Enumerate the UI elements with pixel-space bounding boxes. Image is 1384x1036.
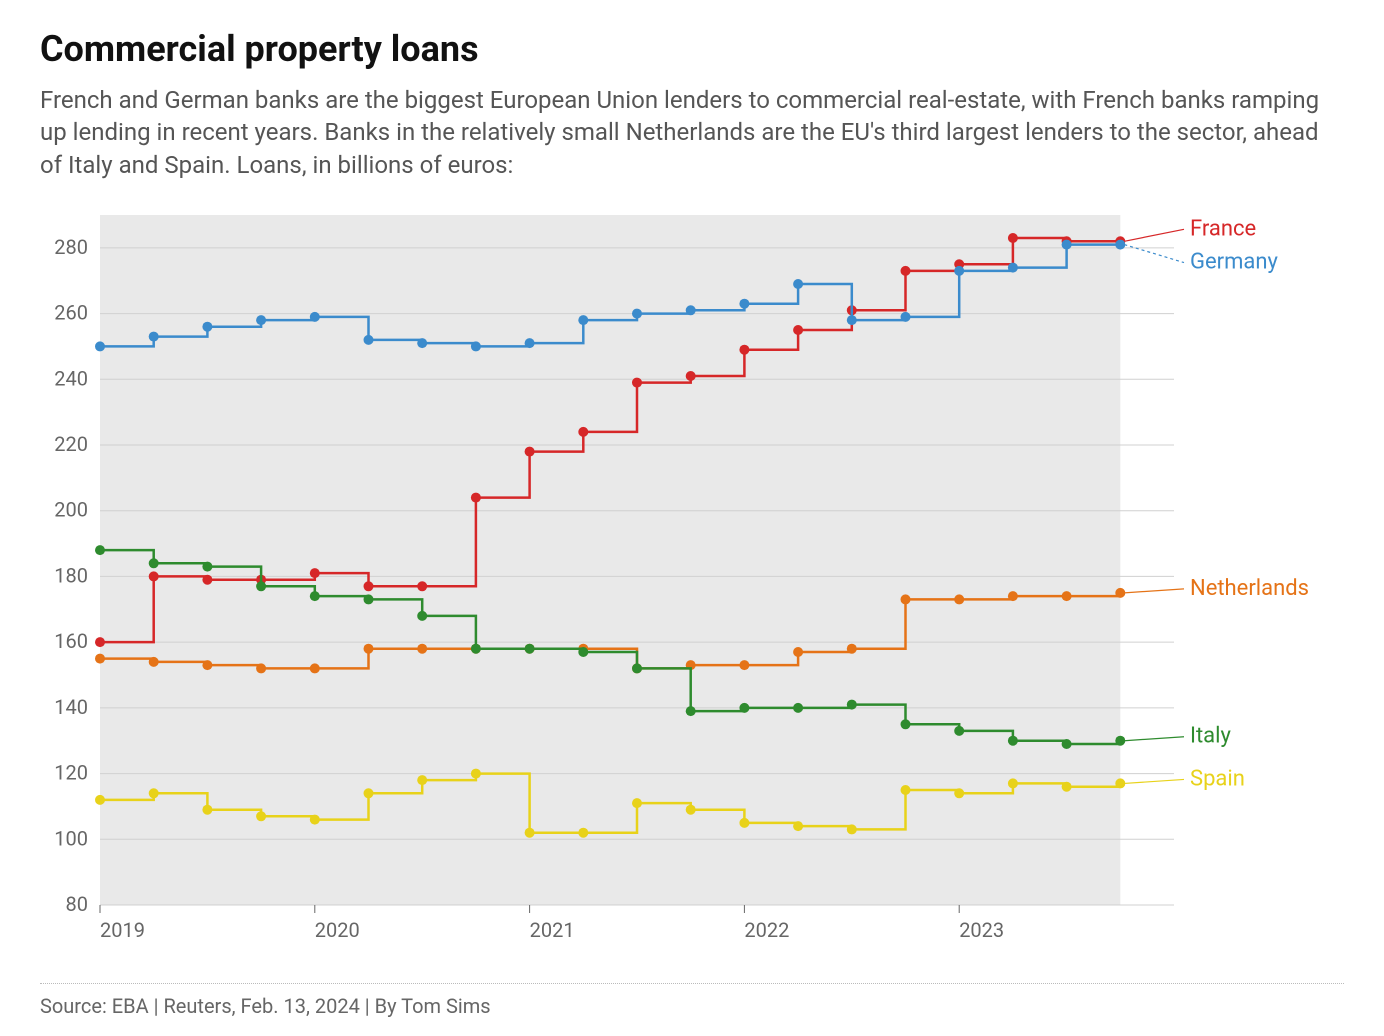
svg-text:Italy: Italy xyxy=(1190,724,1231,749)
svg-text:Germany: Germany xyxy=(1190,250,1279,275)
chart-page: Commercial property loans French and Ger… xyxy=(0,0,1384,1036)
chart-subtitle: French and German banks are the biggest … xyxy=(40,84,1320,181)
svg-text:100: 100 xyxy=(54,826,88,850)
svg-text:260: 260 xyxy=(54,301,88,325)
chart-title: Commercial property loans xyxy=(40,28,1344,70)
svg-text:140: 140 xyxy=(54,695,88,719)
svg-text:220: 220 xyxy=(54,432,88,456)
svg-text:France: France xyxy=(1190,216,1256,241)
svg-text:200: 200 xyxy=(54,498,88,522)
step-line-chart: 80 100 120 140 160 180 200 220 240 260 280 2019 2020… xyxy=(40,205,1344,965)
svg-text:Spain: Spain xyxy=(1190,767,1245,792)
svg-text:240: 240 xyxy=(54,366,88,390)
svg-text:2022: 2022 xyxy=(744,918,789,942)
svg-text:160: 160 xyxy=(54,629,88,653)
svg-text:2023: 2023 xyxy=(959,918,1004,942)
svg-text:80: 80 xyxy=(66,892,88,916)
svg-text:2019: 2019 xyxy=(100,918,145,942)
svg-text:280: 280 xyxy=(54,235,88,259)
chart-container: 80 100 120 140 160 180 200 220 240 260 280 2019 2020… xyxy=(40,205,1344,965)
svg-text:Netherlands: Netherlands xyxy=(1190,576,1309,601)
svg-text:180: 180 xyxy=(54,564,88,588)
chart-source: Source: EBA | Reuters, Feb. 13, 2024 | B… xyxy=(40,983,1344,1018)
svg-text:120: 120 xyxy=(54,761,88,785)
svg-text:2020: 2020 xyxy=(315,918,360,942)
svg-text:2021: 2021 xyxy=(530,918,575,942)
